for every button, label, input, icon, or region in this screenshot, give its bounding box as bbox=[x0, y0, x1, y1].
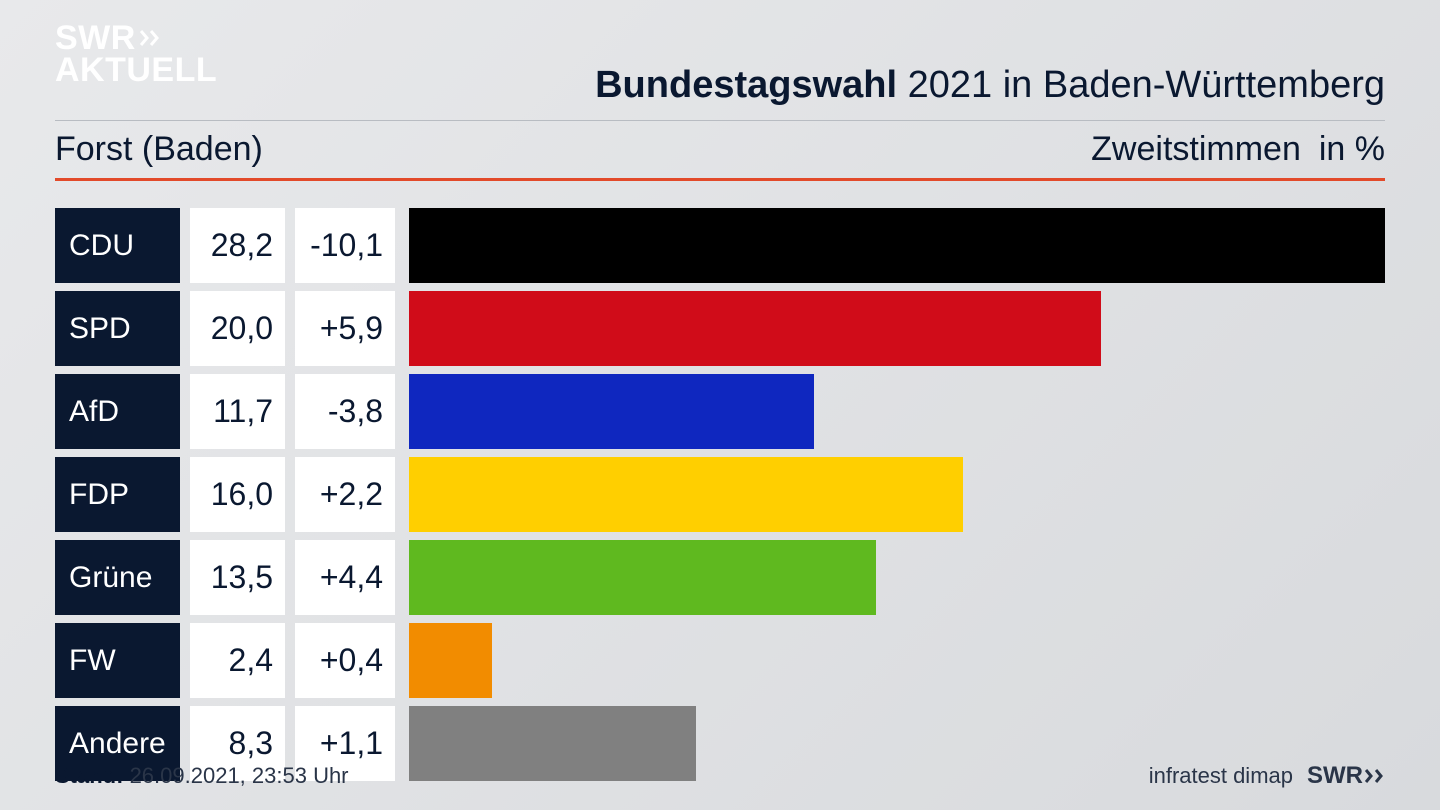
bar bbox=[409, 623, 492, 698]
party-name: CDU bbox=[55, 208, 180, 283]
party-delta: +2,2 bbox=[295, 457, 395, 532]
party-name: SPD bbox=[55, 291, 180, 366]
bar-area bbox=[409, 291, 1385, 366]
bar-area bbox=[409, 623, 1385, 698]
bar bbox=[409, 291, 1101, 366]
party-percent: 13,5 bbox=[190, 540, 285, 615]
party-row: FDP16,0+2,2 bbox=[55, 457, 1385, 532]
party-delta: -3,8 bbox=[295, 374, 395, 449]
bar bbox=[409, 457, 963, 532]
bar bbox=[409, 208, 1385, 283]
party-row: CDU28,2-10,1 bbox=[55, 208, 1385, 283]
swr-small-logo: SWR bbox=[1307, 762, 1385, 790]
logo-line1: SWR bbox=[55, 22, 136, 54]
bar-area bbox=[409, 374, 1385, 449]
bar bbox=[409, 540, 876, 615]
party-percent: 28,2 bbox=[190, 208, 285, 283]
party-delta: +5,9 bbox=[295, 291, 395, 366]
subtitle-row: Forst (Baden) Zweitstimmenin % bbox=[55, 130, 1385, 169]
attribution: infratest dimap SWR bbox=[1149, 762, 1385, 790]
chevrons-icon bbox=[140, 29, 160, 47]
party-name: FDP bbox=[55, 457, 180, 532]
party-name: Grüne bbox=[55, 540, 180, 615]
accent-divider bbox=[55, 178, 1385, 181]
page-title: Bundestagswahl 2021 in Baden-Württemberg bbox=[595, 64, 1385, 107]
title-bold: Bundestagswahl bbox=[595, 64, 897, 106]
metric-label: Zweitstimmenin % bbox=[1091, 130, 1385, 169]
bar-area bbox=[409, 540, 1385, 615]
party-delta: +4,4 bbox=[295, 540, 395, 615]
party-delta: -10,1 bbox=[295, 208, 395, 283]
location-label: Forst (Baden) bbox=[55, 130, 263, 169]
source-label: infratest dimap bbox=[1149, 763, 1293, 789]
party-row: AfD11,7-3,8 bbox=[55, 374, 1385, 449]
footer: Stand: 26.09.2021, 23:53 Uhr infratest d… bbox=[55, 762, 1385, 790]
thin-divider bbox=[55, 120, 1385, 121]
timestamp: Stand: 26.09.2021, 23:53 Uhr bbox=[55, 763, 349, 789]
party-percent: 20,0 bbox=[190, 291, 285, 366]
bar-area bbox=[409, 457, 1385, 532]
bar bbox=[409, 374, 814, 449]
party-name: FW bbox=[55, 623, 180, 698]
party-row: SPD20,0+5,9 bbox=[55, 291, 1385, 366]
party-row: Grüne13,5+4,4 bbox=[55, 540, 1385, 615]
party-percent: 2,4 bbox=[190, 623, 285, 698]
party-delta: +0,4 bbox=[295, 623, 395, 698]
party-percent: 16,0 bbox=[190, 457, 285, 532]
title-rest: 2021 in Baden-Württemberg bbox=[897, 64, 1385, 106]
party-row: FW2,4+0,4 bbox=[55, 623, 1385, 698]
results-bar-chart: CDU28,2-10,1 SPD20,0+5,9 AfD11,7-3,8 FDP16,… bbox=[55, 208, 1385, 789]
party-name: AfD bbox=[55, 374, 180, 449]
bar-area bbox=[409, 208, 1385, 283]
party-percent: 11,7 bbox=[190, 374, 285, 449]
